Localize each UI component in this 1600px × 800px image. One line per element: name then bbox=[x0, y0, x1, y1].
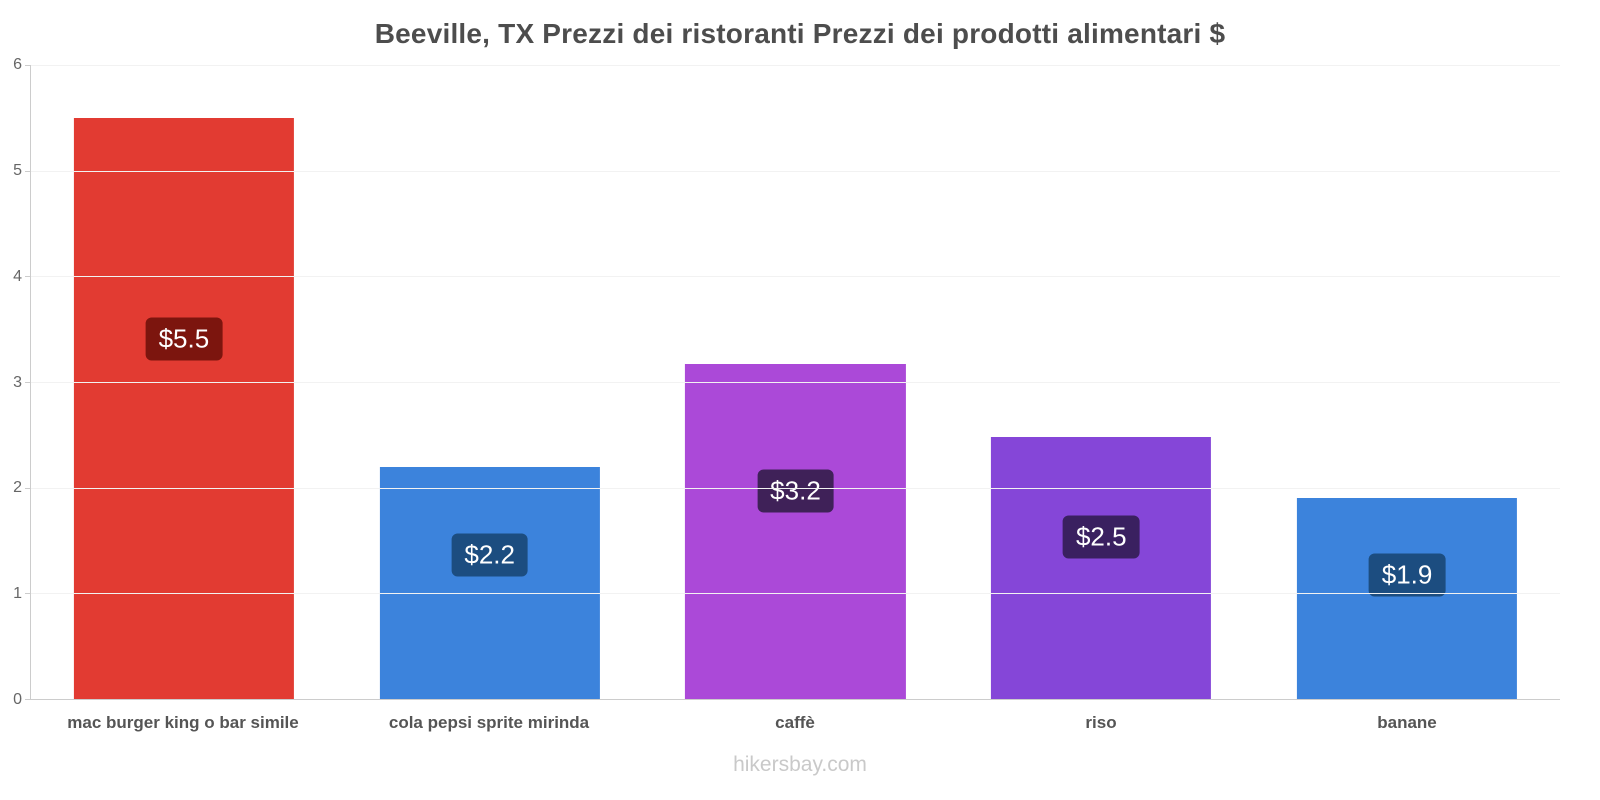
bar-slot: $5.5 bbox=[31, 65, 337, 699]
x-axis-label: banane bbox=[1377, 713, 1437, 732]
x-axis-label: caffè bbox=[775, 713, 815, 732]
bar-value-label: $1.9 bbox=[1368, 553, 1446, 597]
y-tick-mark bbox=[25, 170, 31, 172]
gridline bbox=[31, 170, 1560, 172]
bar-value-label: $2.2 bbox=[451, 533, 528, 577]
y-tick-label: 0 bbox=[13, 691, 22, 708]
plot-area: $5.5 $2.2 $3.2 $2.5 $1.9 bbox=[25, 65, 1560, 700]
y-tick-mark bbox=[25, 699, 31, 700]
y-tick-label: 5 bbox=[13, 161, 22, 179]
x-axis-label: riso bbox=[1085, 713, 1117, 732]
bar-slot: $1.9 bbox=[1254, 65, 1560, 699]
x-axis-label: cola pepsi sprite mirinda bbox=[388, 713, 590, 732]
bar-slot: $3.2 bbox=[643, 65, 949, 699]
gridline bbox=[31, 276, 1560, 278]
bar-3: $3.2 bbox=[685, 364, 906, 699]
y-tick-mark bbox=[25, 276, 31, 278]
gridline bbox=[31, 65, 1560, 66]
bar-4: $2.5 bbox=[991, 436, 1212, 699]
y-tick-mark bbox=[25, 487, 31, 489]
watermark-text: hikersbay.com bbox=[733, 753, 867, 776]
y-tick-mark bbox=[25, 593, 31, 595]
bar-value-label: $5.5 bbox=[145, 317, 223, 361]
bar-1: $5.5 bbox=[73, 117, 294, 699]
bar-2: $2.2 bbox=[379, 466, 600, 699]
bar-value-label: $2.5 bbox=[1062, 515, 1140, 559]
x-axis: mac burger king o bar simile cola pepsi s… bbox=[30, 713, 1560, 739]
y-tick-mark bbox=[25, 65, 31, 66]
bar-slot: $2.5 bbox=[948, 65, 1254, 699]
bars-layer: $5.5 $2.2 $3.2 $2.5 $1.9 bbox=[31, 65, 1560, 699]
bar-5: $1.9 bbox=[1296, 498, 1518, 699]
y-tick-label: 1 bbox=[13, 585, 22, 603]
bar-value-label: $3.2 bbox=[757, 469, 834, 513]
gridline bbox=[31, 382, 1560, 383]
y-tick-mark bbox=[25, 382, 31, 383]
y-tick-label: 3 bbox=[13, 373, 22, 391]
bar-slot: $2.2 bbox=[337, 65, 643, 699]
gridline bbox=[31, 593, 1560, 595]
y-tick-label: 6 bbox=[13, 56, 22, 73]
y-tick-label: 2 bbox=[13, 479, 22, 497]
gridline bbox=[31, 487, 1560, 489]
x-axis-label: mac burger king o bar simile bbox=[67, 713, 299, 732]
chart-title: Beeville, TX Prezzi dei ristoranti Prezz… bbox=[374, 18, 1226, 49]
y-tick-label: 4 bbox=[13, 267, 22, 285]
y-axis: 0 1 2 3 4 5 6 bbox=[0, 57, 22, 708]
